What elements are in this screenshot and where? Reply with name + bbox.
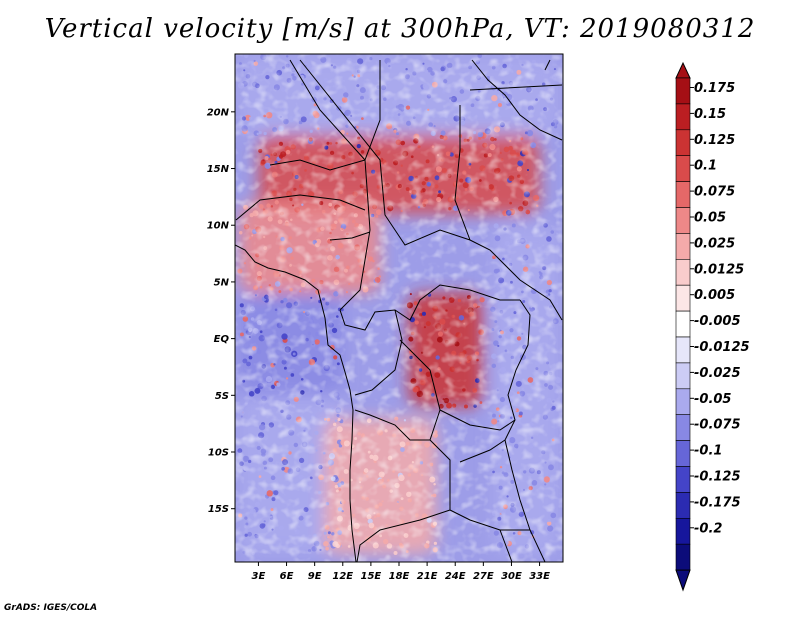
x-tick-label: 30E [501,571,522,582]
colorbar-swatch [675,466,691,493]
y-tick-label: 10S [208,448,229,459]
colorbar-swatch [675,103,691,131]
chart-title: Vertical velocity [m/s] at 300hPa, VT: 2… [44,14,756,44]
colorbar-label: -0.0125 [694,340,750,355]
axes: 3E 6E 9E 12E 15E 18E 21E 24E 27E 30E 33E 20N 15N 10N 5… [207,107,550,582]
colorbar-swatch [675,414,691,441]
y-tick-label: 10N [207,221,230,232]
colorbar-swatch [675,77,691,105]
y-tick-label: EQ [214,334,230,345]
colorbar-label: 0.05 [694,211,726,226]
x-tick-label: 21E [417,571,438,582]
colorbar-swatch [675,233,691,260]
x-tick-label: 15E [361,571,382,582]
colorbar-swatch [675,336,691,364]
colorbar-swatch [675,362,691,390]
colorbar-label: 0.005 [694,288,735,303]
colorbar-label: 0.0125 [694,262,744,277]
x-tick-label: 27E [473,571,494,582]
grads-footer: GrADS: IGES/COLA [4,603,98,613]
colorbar-swatch [675,181,691,208]
colorbar-swatch [675,155,691,182]
x-tick-label: 24E [445,571,466,582]
colorbar-label: -0.075 [694,418,741,433]
y-tick-label: 15N [207,164,230,175]
colorbar-swatch [675,207,691,234]
colorbar-label: -0.125 [694,470,741,485]
colorbar-swatch [675,543,691,571]
colorbar-swatch [675,517,691,545]
colorbar-label: -0.1 [694,444,722,459]
colorbar-label: 0.15 [694,107,726,122]
colorbar-top-arrow [675,61,691,79]
y-tick-label: 5N [214,277,230,288]
y-tick-label: 20N [207,107,230,118]
x-tick-label: 6E [280,571,294,582]
y-tick-label: 5S [215,391,229,402]
colorbar-swatch [675,284,691,312]
velocity-field [235,54,563,562]
colorbar-swatch [675,129,691,157]
x-tick-label: 9E [308,571,322,582]
colorbar-label: 0.1 [694,159,717,174]
colorbar-swatch [675,440,691,467]
colorbar: 0.175 0.15 0.125 0.1 0.075 0.05 0.025 0.0125 0.0… [675,61,750,592]
colorbar-bottom-arrow [675,569,691,592]
colorbar-swatch [675,310,691,338]
colorbar-label: 0.025 [694,236,735,251]
colorbar-label: -0.005 [694,314,741,329]
x-tick-label: 33E [529,571,550,582]
colorbar-label: -0.2 [694,521,722,536]
country-borders [235,59,563,562]
colorbar-swatch [675,492,691,519]
colorbar-label: 0.175 [694,81,735,96]
colorbar-label: -0.175 [694,495,741,510]
colorbar-label: 0.075 [694,185,735,200]
colorbar-label: -0.025 [694,366,741,381]
y-tick-label: 15S [208,504,229,515]
coastline-west [235,244,357,562]
colorbar-label: 0.125 [694,133,735,148]
x-tick-label: 3E [252,571,266,582]
colorbar-label: -0.05 [694,392,731,407]
field-texture [235,54,563,562]
x-tick-label: 18E [389,571,410,582]
colorbar-swatch [675,388,691,415]
x-tick-label: 12E [332,571,353,582]
colorbar-swatch [675,258,691,286]
border-lines [235,59,563,562]
